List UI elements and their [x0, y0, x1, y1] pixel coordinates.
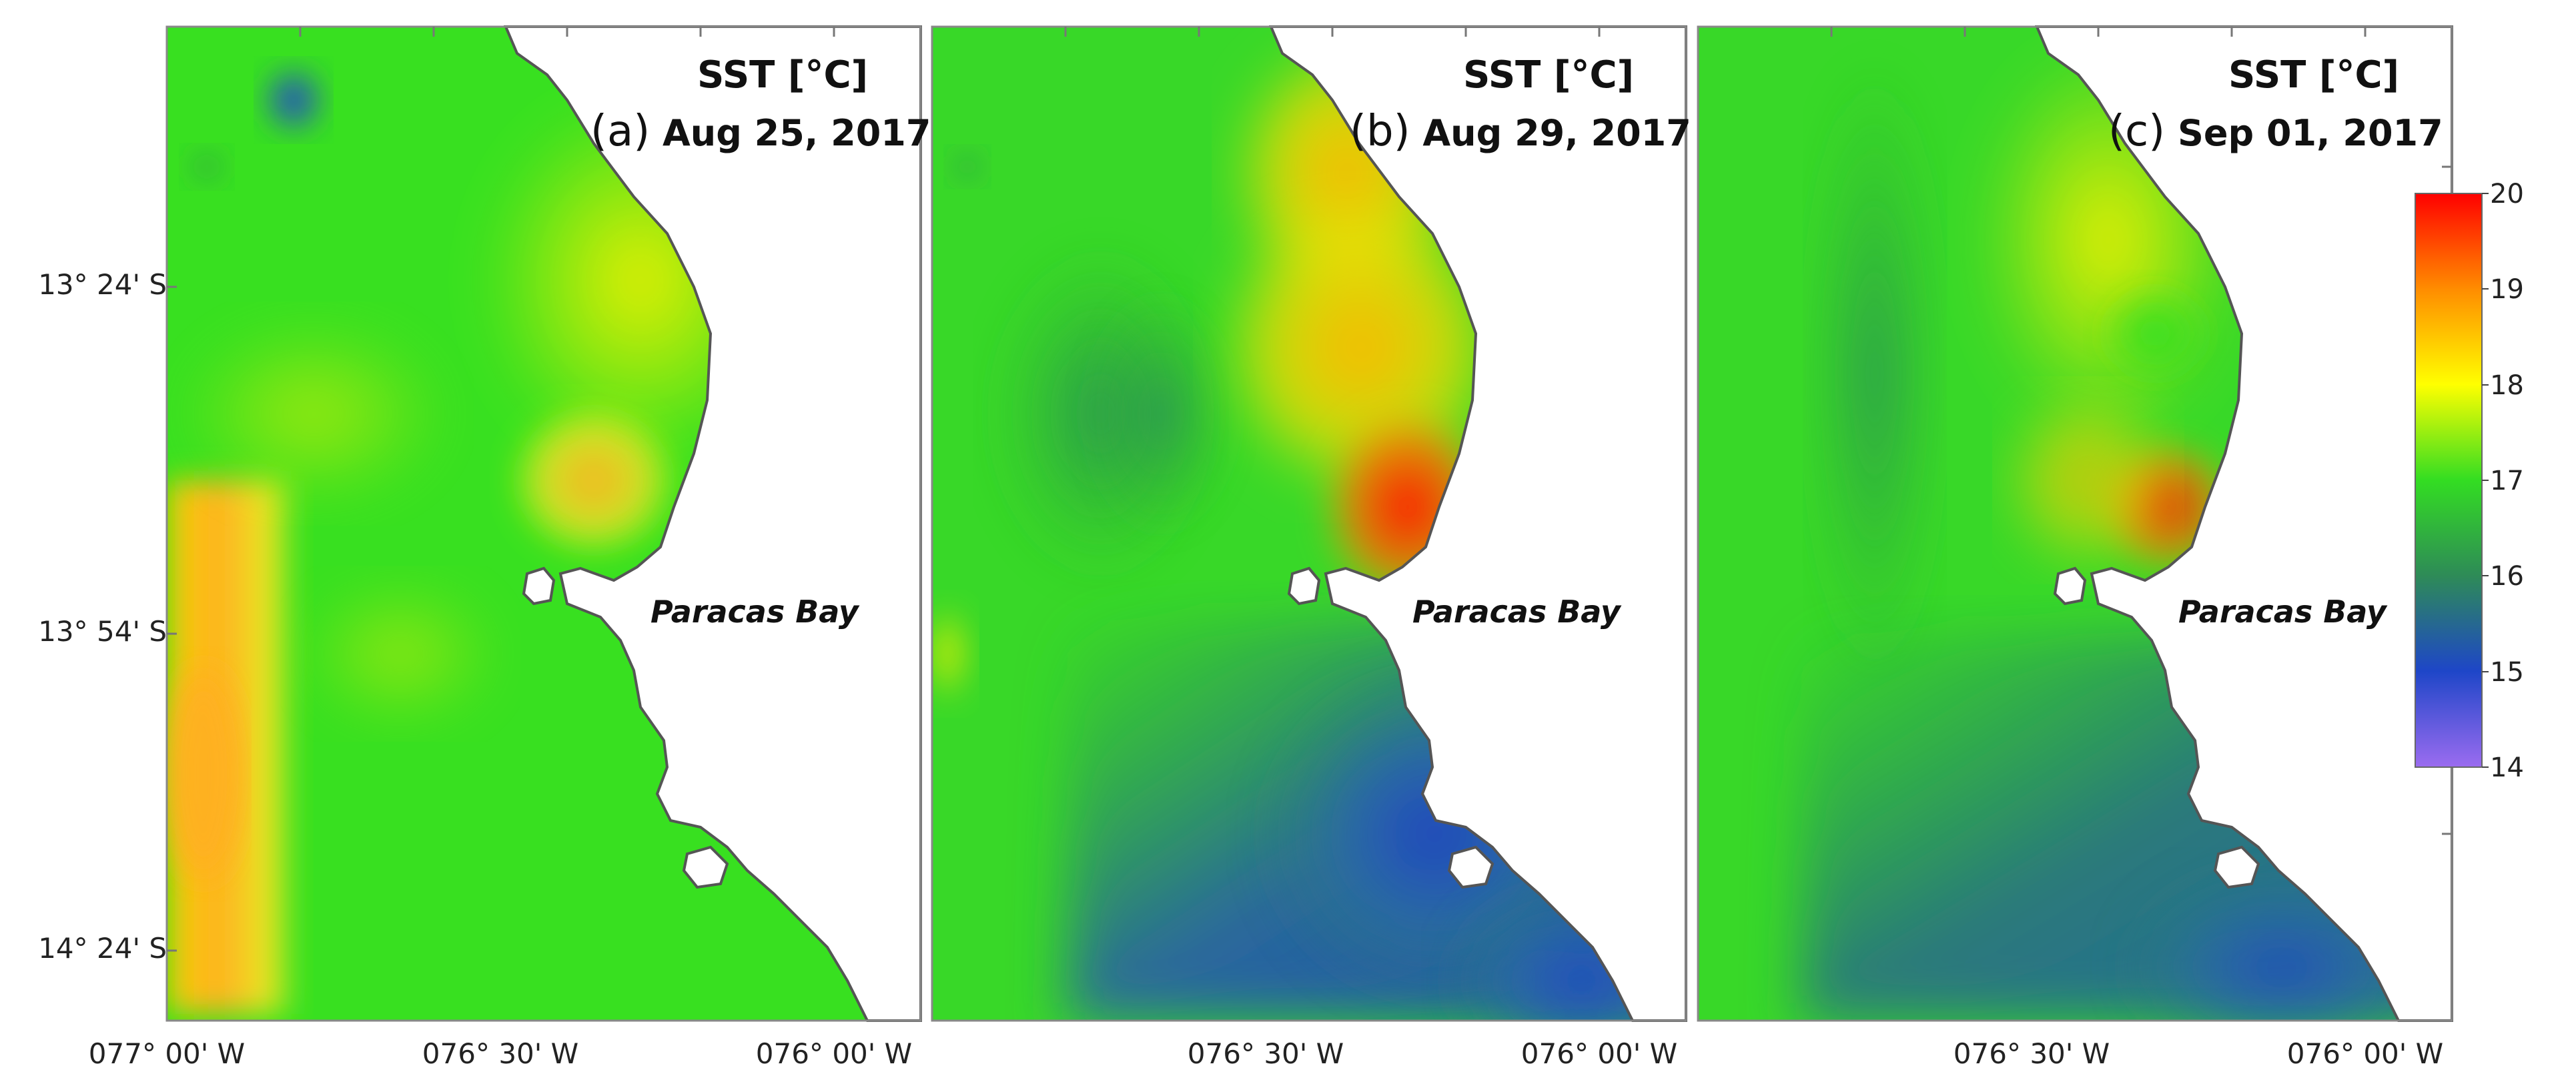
x-tick-label: 076° 00' W — [755, 1037, 913, 1070]
panel-b-land — [1268, 25, 1687, 1022]
panel-b — [931, 25, 1687, 1022]
panel-a-land — [503, 25, 922, 1022]
panel-b-date-text: Aug 29, 2017 — [1422, 112, 1691, 154]
panel-b-frame — [931, 25, 1687, 1022]
colorbar-label: 17 — [2490, 466, 2524, 496]
x-tick-label: 076° 00' W — [2286, 1037, 2444, 1070]
x-tick-label: 076° 30' W — [1187, 1037, 1344, 1070]
panel-a-date: (a) Aug 25, 2017 — [590, 107, 931, 156]
colorbar-label: 18 — [2490, 370, 2524, 401]
panel-c-bay-label: Paracas Bay — [2178, 594, 2387, 630]
panel-a-date-text: Aug 25, 2017 — [662, 112, 931, 154]
panel-a-peninsula — [522, 566, 556, 606]
colorbar-label: 20 — [2490, 179, 2524, 209]
x-tick-label: 076° 30' W — [1953, 1037, 2110, 1070]
colorbar-label: 19 — [2490, 274, 2524, 305]
panel-c — [1697, 25, 2453, 1022]
y-tick-label: 13° 24' S — [38, 268, 167, 301]
panel-c-peninsula — [2053, 566, 2087, 606]
x-tick-label: 076° 00' W — [1521, 1037, 1678, 1070]
panel-b-island — [1447, 845, 1494, 889]
colorbar — [2415, 193, 2483, 768]
panel-a-bay-label: Paracas Bay — [651, 594, 859, 630]
panel-c-date: (c) Sep 01, 2017 — [2108, 107, 2443, 156]
colorbar-label: 16 — [2490, 561, 2524, 592]
x-tick-label: 076° 30' W — [422, 1037, 579, 1070]
panel-c-tag: (c) — [2108, 107, 2166, 156]
y-tick-label: 14° 24' S — [38, 932, 167, 965]
panel-b-bay-label: Paracas Bay — [1412, 594, 1621, 630]
panel-b-title: SST [°C] — [1463, 53, 1635, 97]
panel-c-island — [2213, 845, 2260, 889]
panel-c-title: SST [°C] — [2228, 53, 2400, 97]
panel-b-tag: (b) — [1350, 107, 1410, 156]
panel-a-frame — [165, 25, 922, 1022]
panel-a-island — [682, 845, 729, 889]
panel-b-date: (b) Aug 29, 2017 — [1350, 107, 1691, 156]
panel-a-title: SST [°C] — [697, 53, 869, 97]
y-tick-label: 13° 54' S — [38, 615, 167, 648]
panel-c-date-text: Sep 01, 2017 — [2177, 112, 2443, 154]
colorbar-ticks — [2482, 193, 2489, 768]
colorbar-label: 15 — [2490, 657, 2524, 688]
panel-a-tag: (a) — [590, 107, 651, 156]
panel-b-peninsula — [1287, 566, 1321, 606]
panel-a — [165, 25, 922, 1022]
panel-c-land — [2034, 25, 2453, 1022]
colorbar-label: 14 — [2490, 752, 2524, 783]
x-tick-label: 077° 00' W — [88, 1037, 246, 1070]
